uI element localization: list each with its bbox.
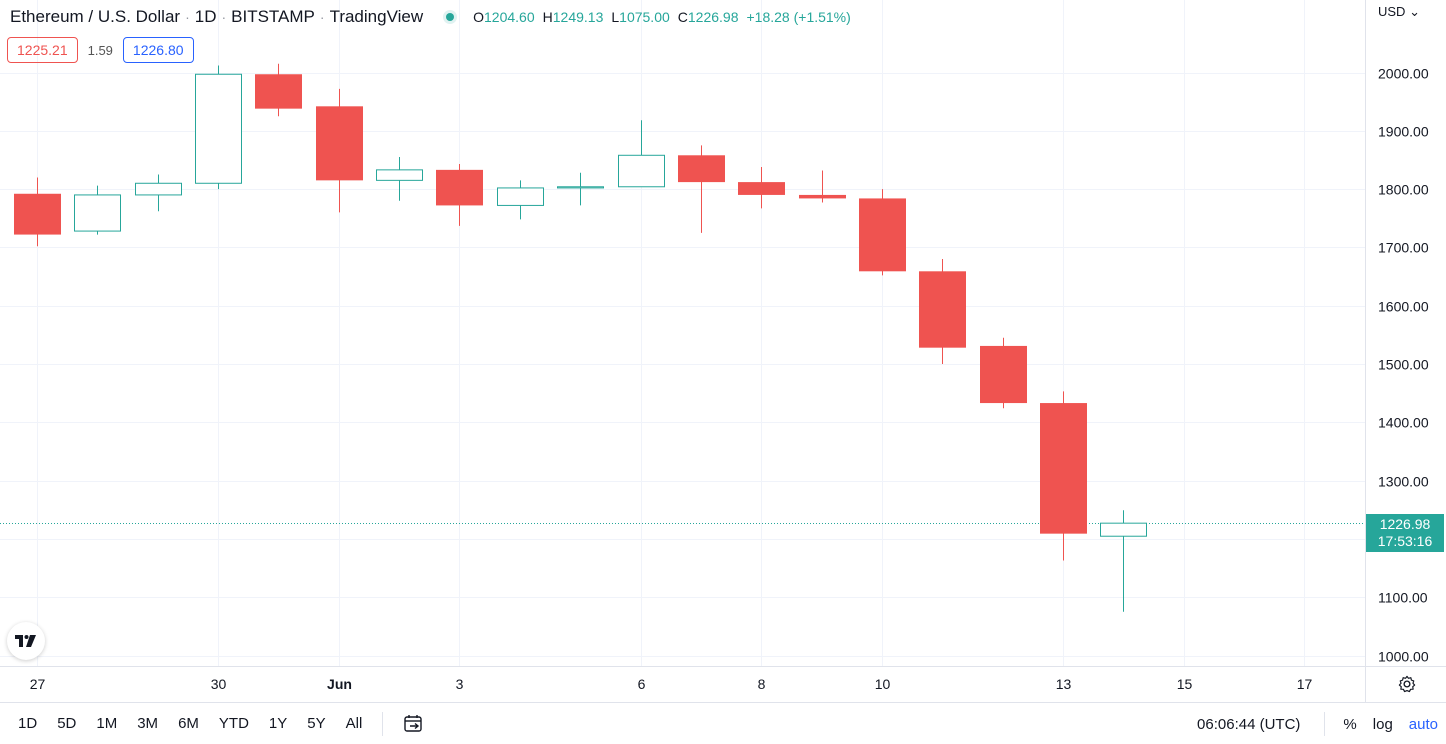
low-key: L	[611, 9, 620, 25]
bar-countdown: 17:53:16	[1377, 533, 1433, 549]
y-tick-label: 1500.00	[1378, 357, 1429, 373]
range-button[interactable]: 3M	[137, 715, 159, 732]
candle-body-down[interactable]	[316, 106, 363, 181]
y-tick-label: 1400.00	[1378, 415, 1429, 431]
candle-body-up[interactable]	[618, 154, 665, 188]
x-tick-label: 6	[638, 676, 646, 692]
auto-scale-toggle[interactable]: auto	[1408, 715, 1438, 733]
currency-label: USD	[1378, 4, 1406, 19]
candle-body-down[interactable]	[980, 345, 1027, 404]
range-button[interactable]: 6M	[178, 715, 199, 732]
calendar-goto-icon[interactable]	[403, 714, 425, 734]
log-scale-toggle[interactable]: log	[1372, 715, 1393, 733]
platform-label: TradingView	[329, 7, 424, 26]
y-tick-label: 1800.00	[1378, 182, 1429, 198]
exchange-label: BITSTAMP	[231, 7, 315, 26]
candle-body-down[interactable]	[1040, 403, 1087, 534]
high-key: H	[542, 9, 553, 25]
candle-body-up[interactable]	[135, 182, 182, 196]
candle-body-down[interactable]	[678, 155, 725, 183]
candle-body-down[interactable]	[859, 198, 906, 272]
range-button[interactable]: 1D	[18, 715, 38, 732]
ask-price-button[interactable]: 1226.80	[122, 37, 194, 63]
x-tick-label: Jun	[327, 676, 352, 692]
x-tick-label: 3	[456, 676, 464, 692]
x-tick-label: 10	[875, 676, 891, 692]
ohlc-values: O1204.60 H1249.13 L1075.00 C1226.98 +18.…	[473, 9, 851, 25]
right-tools: 06:06:44 (UTC) % log auto	[1197, 703, 1446, 744]
candlestick-chart[interactable]: 1000.001100.001200.001300.001400.001500.…	[0, 0, 1446, 702]
candle-body-up[interactable]	[557, 186, 604, 189]
toolbar-divider	[1324, 712, 1326, 736]
x-tick-label: 15	[1177, 676, 1193, 692]
y-tick-label: 1000.00	[1378, 649, 1429, 665]
range-button[interactable]: 1M	[96, 715, 118, 732]
y-tick-label: 1900.00	[1378, 124, 1429, 140]
candle-body-up[interactable]	[497, 187, 544, 206]
y-tick-label: 1700.00	[1378, 240, 1429, 256]
chevron-down-icon: ⌄	[1409, 4, 1420, 19]
symbol-legend: Ethereum / U.S. Dollar · 1D · BITSTAMP ·…	[10, 6, 851, 28]
currency-selector[interactable]: USD ⌄	[1378, 4, 1420, 20]
bid-ask-spread: 1225.21 1.59 1226.80	[7, 37, 194, 63]
x-tick-label: 8	[758, 676, 766, 692]
utc-clock[interactable]: 06:06:44 (UTC)	[1197, 715, 1301, 733]
tradingview-logo-icon[interactable]	[7, 622, 45, 660]
open-key: O	[473, 9, 485, 25]
interval-label[interactable]: 1D	[194, 7, 217, 26]
percent-scale-toggle[interactable]: %	[1343, 715, 1357, 733]
range-button[interactable]: 5D	[57, 715, 77, 732]
candle-body-down[interactable]	[255, 74, 302, 109]
legend-separator: ·	[319, 9, 325, 25]
candle-body-up[interactable]	[195, 73, 242, 184]
legend-separator: ·	[221, 9, 227, 25]
spread-value: 1.59	[87, 42, 113, 58]
y-tick-label: 1600.00	[1378, 299, 1429, 315]
last-price-value: 1226.98	[1379, 516, 1431, 532]
candle-body-down[interactable]	[738, 182, 785, 195]
range-button[interactable]: All	[345, 715, 363, 732]
toolbar-divider	[382, 711, 384, 736]
y-tick-label: 2000.00	[1378, 66, 1429, 82]
range-button[interactable]: 1Y	[268, 715, 288, 732]
bottom-toolbar: 1D 5D 1M 3M 6M YTD 1Y 5Y All 06:06:44 (UTC) % lo…	[0, 702, 1446, 744]
candle-body-down[interactable]	[919, 271, 966, 348]
symbol-name[interactable]: Ethereum / U.S. Dollar	[10, 7, 181, 26]
x-tick-label: 13	[1056, 676, 1072, 692]
candle-body-up[interactable]	[376, 169, 423, 181]
range-buttons: 1D 5D 1M 3M 6M YTD 1Y 5Y All	[8, 715, 372, 732]
y-tick-label: 1100.00	[1378, 590, 1428, 606]
legend-separator: ·	[185, 9, 190, 25]
candle-body-up[interactable]	[1100, 522, 1147, 537]
change-value: +18.28 (+1.51%)	[746, 9, 851, 25]
close-key: C	[677, 9, 688, 25]
candle-body-up[interactable]	[74, 194, 121, 232]
open-value: 1204.60	[484, 9, 535, 25]
high-value: 1249.13	[552, 9, 604, 25]
x-tick-label: 17	[1297, 676, 1313, 692]
candle-body-down[interactable]	[436, 169, 483, 206]
range-button[interactable]: 5Y	[307, 715, 326, 732]
market-status-icon[interactable]	[443, 10, 458, 24]
last-price-tag: 1226.98 17:53:16	[1366, 514, 1444, 552]
low-value: 1075.00	[619, 9, 670, 25]
x-tick-label: 27	[30, 676, 46, 692]
x-tick-label: 30	[211, 676, 227, 692]
candle-body-down[interactable]	[14, 193, 61, 235]
gear-icon[interactable]	[1398, 675, 1416, 693]
range-button[interactable]: YTD	[218, 715, 249, 732]
close-value: 1226.98	[687, 9, 739, 25]
y-tick-label: 1300.00	[1378, 474, 1429, 490]
candle-body-down[interactable]	[799, 194, 846, 199]
bid-price-button[interactable]: 1225.21	[7, 37, 78, 63]
